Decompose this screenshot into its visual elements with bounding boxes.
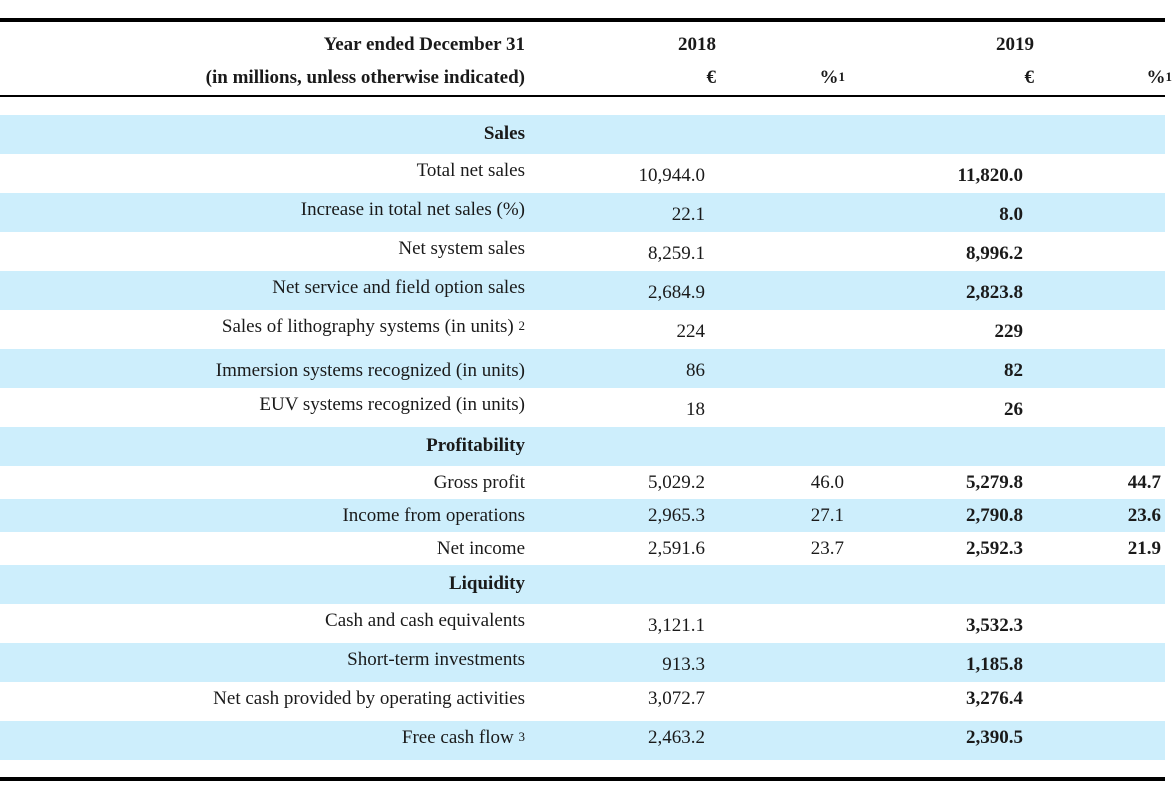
table-row: EUV systems recognized (in units) 18 26 [0,388,1165,427]
row-label: Net cash provided by operating activitie… [213,688,525,709]
value-2018-eur: 2,684.9 [648,282,705,303]
table-row: Immersion systems recognized (in units) 8… [0,349,1165,388]
section-heading: Liquidity [448,573,525,594]
row-label: Short-term investments [347,649,525,670]
header-period-label: Year ended December 31 [323,34,525,55]
table-row: Cash and cash equivalents 3,121.1 3,532.3 [0,604,1165,643]
table-row: Net system sales 8,259.1 8,996.2 [0,232,1165,271]
header-units-label: (in millions, unless otherwise indicated… [205,67,525,88]
row-label: Immersion systems recognized (in units) [215,360,525,381]
value-2019-eur: 8.0 [999,204,1023,225]
value-2019-eur: 2,592.3 [966,538,1023,559]
row-label: EUV systems recognized (in units) [259,394,525,415]
value-2018-eur: 913.3 [662,654,705,675]
header-currency-2019: € [1024,67,1035,88]
value-2019-eur: 2,790.8 [966,505,1023,526]
value-2018-percent: 27.1 [810,505,844,526]
row-label: Free cash flow 3 [401,727,526,748]
row-label: Sales of lithography systems (in units) … [221,316,526,337]
section-heading: Profitability [426,435,525,456]
value-2019-percent: 23.6 [1127,505,1161,526]
value-2019-eur: 5,279.8 [966,472,1023,493]
table-row: Gross profit 5,029.2 46.0 5,279.8 44.7 [0,466,1165,499]
header-currency-2018: € [706,67,717,88]
value-2019-percent: 44.7 [1127,472,1161,493]
section-row: Sales [0,115,1165,154]
header-rule [0,95,1165,97]
header-percent-2019: %1 [1146,67,1173,88]
row-label: Total net sales [416,160,525,181]
table-row: Net income 2,591.6 23.7 2,592.3 21.9 [0,532,1165,565]
table-row: Sales of lithography systems (in units) … [0,310,1165,349]
table-row: Increase in total net sales (%) 22.1 8.0 [0,193,1165,232]
row-label: Net service and field option sales [272,277,525,298]
footnote-marker: 1 [838,69,846,84]
row-label: Gross profit [433,472,525,493]
value-2018-eur: 3,121.1 [648,615,705,636]
table-row: Net service and field option sales 2,684.… [0,271,1165,310]
header-year-2019: 2019 [996,34,1034,55]
value-2018-eur: 10,944.0 [638,165,706,186]
value-2019-eur: 1,185.8 [966,654,1023,675]
row-label: Income from operations [342,505,525,526]
footnote-marker: 2 [518,318,526,333]
row-label: Cash and cash equivalents [325,610,525,631]
value-2019-eur: 2,823.8 [966,282,1023,303]
value-2018-eur: 8,259.1 [648,243,705,264]
table-row: Short-term investments 913.3 1,185.8 [0,643,1165,682]
value-2018-eur: 224 [676,321,706,342]
value-2019-percent: 21.9 [1127,538,1161,559]
bottom-rule [0,777,1165,781]
value-2019-eur: 3,532.3 [966,615,1023,636]
value-2018-eur: 18 [686,399,705,420]
table-row: Net cash provided by operating activitie… [0,682,1165,721]
row-label: Net system sales [398,238,525,259]
value-2018-percent: 46.0 [810,472,844,493]
value-2018-eur: 2,463.2 [648,727,705,748]
value-2019-eur: 229 [994,321,1024,342]
value-2018-eur: 3,072.7 [648,688,705,709]
row-label: Net income [436,538,525,559]
value-2018-eur: 2,591.6 [648,538,705,559]
footnote-marker: 1 [1165,69,1173,84]
table-row: Income from operations 2,965.3 27.1 2,790.8… [0,499,1165,532]
value-2019-eur: 2,390.5 [966,727,1023,748]
value-2018-percent: 23.7 [810,538,844,559]
value-2019-eur: 82 [1004,360,1023,381]
value-2018-eur: 5,029.2 [648,472,705,493]
footnote-marker: 3 [518,729,526,744]
value-2019-eur: 26 [1004,399,1023,420]
section-row: Liquidity [0,565,1165,604]
value-2019-eur: 11,820.0 [957,165,1023,186]
value-2018-eur: 2,965.3 [648,505,705,526]
header-percent-2018: %1 [819,67,846,88]
header-year-2018: 2018 [678,34,716,55]
top-rule [0,18,1165,22]
value-2018-eur: 22.1 [671,204,705,225]
section-heading: Sales [483,123,525,144]
table-row: Total net sales 10,944.0 11,820.0 [0,154,1165,193]
table-row: Free cash flow 3 2,463.2 2,390.5 [0,721,1165,760]
value-2019-eur: 3,276.4 [966,688,1023,709]
value-2018-eur: 86 [686,360,705,381]
value-2019-eur: 8,996.2 [966,243,1023,264]
row-label: Increase in total net sales (%) [300,199,525,220]
section-row: Profitability [0,427,1165,466]
